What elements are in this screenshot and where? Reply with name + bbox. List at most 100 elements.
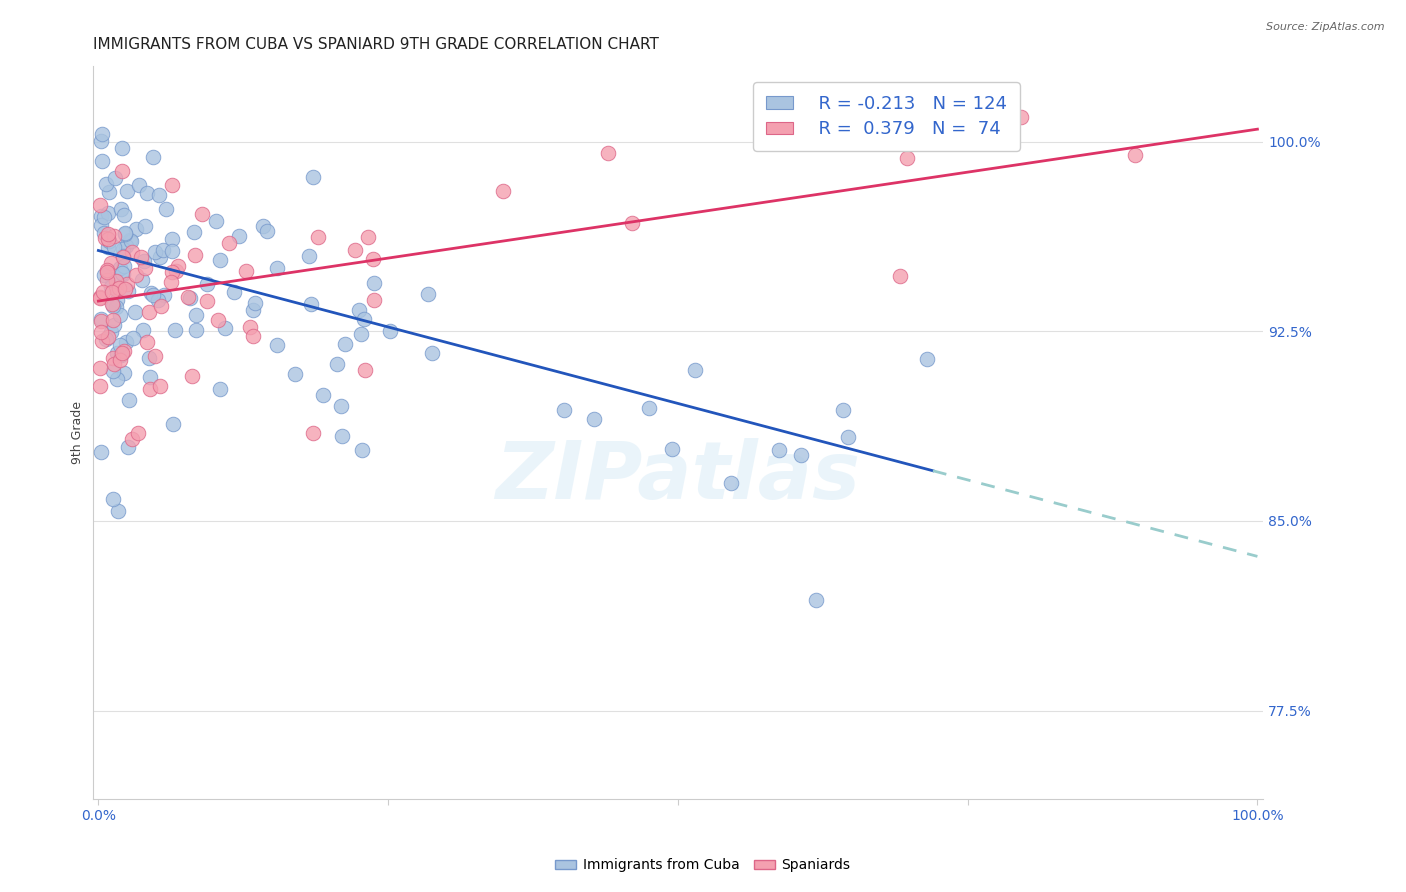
Point xyxy=(153,288,176,302)
Point xyxy=(97,232,120,246)
Point xyxy=(111,141,134,155)
Point xyxy=(228,229,250,244)
Point xyxy=(131,273,153,287)
Point xyxy=(118,233,141,247)
Point xyxy=(89,360,111,375)
Point xyxy=(96,273,118,287)
Point xyxy=(350,326,373,341)
Point xyxy=(596,145,619,160)
Point xyxy=(184,248,207,262)
Point xyxy=(101,272,124,286)
Point xyxy=(149,250,172,264)
Point xyxy=(155,202,177,216)
Point xyxy=(162,244,184,258)
Point xyxy=(343,243,366,257)
Point xyxy=(138,351,160,366)
Point xyxy=(307,230,329,244)
Point xyxy=(104,274,127,288)
Point xyxy=(91,127,114,141)
Point xyxy=(90,314,112,328)
Point xyxy=(150,299,173,313)
Point xyxy=(350,442,373,457)
Point xyxy=(142,288,165,302)
Point xyxy=(121,432,143,446)
Point xyxy=(160,232,183,246)
Point xyxy=(1123,148,1146,162)
Point xyxy=(214,321,236,335)
Point xyxy=(620,216,643,230)
Point xyxy=(104,170,127,185)
Point xyxy=(378,324,401,338)
Point xyxy=(195,293,218,308)
Point xyxy=(97,206,120,220)
Point xyxy=(896,151,918,165)
Point xyxy=(683,363,706,377)
Point xyxy=(124,222,146,236)
Point xyxy=(128,178,150,192)
Point xyxy=(245,296,267,310)
Point xyxy=(146,293,169,307)
Point xyxy=(191,206,214,220)
Point xyxy=(301,426,323,441)
Point xyxy=(117,440,139,454)
Point xyxy=(90,134,112,148)
Point xyxy=(101,285,124,299)
Point xyxy=(177,290,200,304)
Point xyxy=(298,249,321,263)
Point xyxy=(208,252,231,267)
Point xyxy=(142,150,165,164)
Point xyxy=(97,240,120,254)
Point xyxy=(90,218,112,232)
Point xyxy=(111,267,134,281)
Point xyxy=(422,346,444,360)
Point xyxy=(162,417,184,431)
Point xyxy=(94,332,117,346)
Point xyxy=(111,242,134,256)
Point xyxy=(163,323,186,337)
Point xyxy=(184,323,207,337)
Legend: Immigrants from Cuba, Spaniards: Immigrants from Cuba, Spaniards xyxy=(550,853,856,878)
Point xyxy=(94,231,117,245)
Point xyxy=(256,224,278,238)
Point xyxy=(96,177,118,191)
Point xyxy=(90,311,112,326)
Point xyxy=(138,304,160,318)
Point xyxy=(108,308,131,322)
Point xyxy=(661,442,683,456)
Point xyxy=(100,325,122,339)
Point xyxy=(416,287,439,301)
Legend:   R = -0.213   N = 124,   R =  0.379   N =  74: R = -0.213 N = 124, R = 0.379 N = 74 xyxy=(754,82,1021,151)
Point xyxy=(89,379,111,393)
Point xyxy=(806,592,828,607)
Text: Source: ZipAtlas.com: Source: ZipAtlas.com xyxy=(1267,22,1385,32)
Point xyxy=(108,281,131,295)
Point xyxy=(100,256,122,270)
Point xyxy=(139,382,162,396)
Point xyxy=(361,252,384,267)
Point xyxy=(160,265,183,279)
Point xyxy=(583,412,606,426)
Point xyxy=(96,263,118,277)
Point xyxy=(114,227,136,241)
Point xyxy=(110,348,132,362)
Point xyxy=(101,297,124,311)
Point xyxy=(183,225,205,239)
Point xyxy=(266,338,288,352)
Point xyxy=(90,154,112,169)
Point xyxy=(111,346,134,360)
Point xyxy=(111,250,134,264)
Point xyxy=(105,282,128,296)
Point xyxy=(492,184,515,198)
Point xyxy=(111,266,134,280)
Point xyxy=(363,293,385,307)
Point xyxy=(184,308,207,322)
Point xyxy=(720,476,742,491)
Point xyxy=(125,268,148,282)
Point xyxy=(107,503,129,517)
Point xyxy=(165,264,187,278)
Point xyxy=(112,366,135,380)
Point xyxy=(90,209,112,223)
Point xyxy=(135,186,157,200)
Point xyxy=(553,402,575,417)
Point xyxy=(357,229,380,244)
